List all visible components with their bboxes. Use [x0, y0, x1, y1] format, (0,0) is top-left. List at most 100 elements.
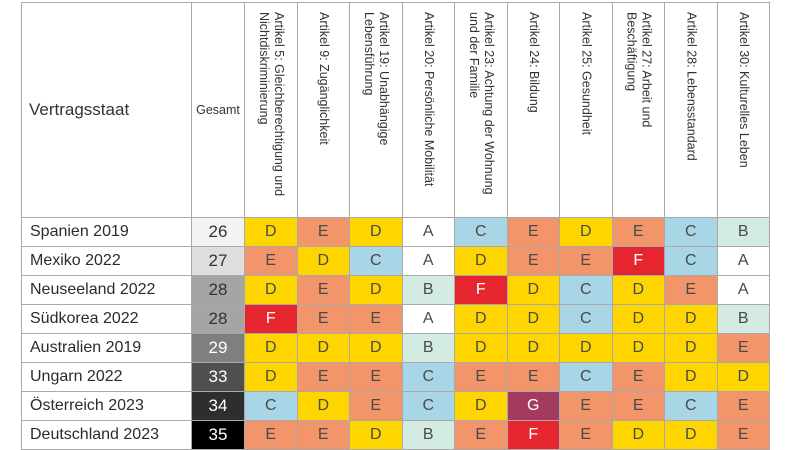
grade-cell: D — [454, 391, 508, 421]
total-score: 28 — [191, 275, 245, 305]
state-name: Ungarn 2022 — [21, 362, 192, 392]
article-header-label: Artikel 28: Lebensstandard — [684, 12, 699, 161]
grade-cell: A — [401, 246, 455, 276]
table-row: Spanien 2019 26 D E D A C E D E C B — [21, 217, 770, 247]
grade-cell: D — [349, 333, 403, 363]
grade-cell: D — [349, 217, 403, 247]
grade-cell: D — [244, 217, 298, 247]
article-header-label: Artikel 24: Bildung — [526, 12, 541, 113]
article-header-label: Artikel 9: Zugänglichkeit — [316, 12, 331, 145]
corner-label: Vertragsstaat — [21, 2, 192, 218]
grade-cell: B — [401, 333, 455, 363]
article-header: Artikel 9: Zugänglichkeit — [296, 2, 350, 218]
state-name: Spanien 2019 — [21, 217, 192, 247]
grade-cell: E — [296, 420, 350, 450]
grade-cell: E — [559, 420, 613, 450]
article-header-label: Artikel 25: Gesundheit — [579, 12, 594, 135]
grade-cell: D — [296, 246, 350, 276]
grade-cell: D — [559, 333, 613, 363]
grade-cell: E — [454, 420, 508, 450]
grade-cell: D — [296, 391, 350, 421]
state-name: Australien 2019 — [21, 333, 192, 363]
grade-cell: A — [401, 304, 455, 334]
grade-cell: E — [454, 362, 508, 392]
grade-cell: D — [506, 275, 560, 305]
grade-cell: E — [559, 391, 613, 421]
grade-cell: E — [611, 391, 665, 421]
grade-cell: E — [296, 217, 350, 247]
grade-cell: C — [401, 362, 455, 392]
article-header-label: Artikel 23: Achtung der Wohnung und der … — [466, 12, 496, 195]
grade-cell: B — [401, 420, 455, 450]
grade-cell: D — [349, 275, 403, 305]
table-row: Südkorea 2022 28 F E E A D D C D D B — [21, 304, 770, 334]
grade-cell: F — [244, 304, 298, 334]
grade-cell: C — [559, 304, 613, 334]
grade-cell: D — [716, 362, 770, 392]
article-header-label: Artikel 20: Persönliche Mobilität — [421, 12, 436, 187]
grade-cell: E — [664, 275, 718, 305]
total-score: 29 — [191, 333, 245, 363]
grade-cell: B — [401, 275, 455, 305]
article-header: Artikel 5: Gleichberechtigung und Nichtd… — [244, 2, 298, 218]
article-header: Artikel 30: Kulturelles Leben — [716, 2, 770, 218]
header-row: Vertragsstaat Gesamt Artikel 5: Gleichbe… — [21, 2, 770, 218]
grade-cell: D — [506, 333, 560, 363]
grade-cell: E — [559, 246, 613, 276]
grade-cell: C — [454, 217, 508, 247]
grade-cell: D — [611, 304, 665, 334]
grade-cell: D — [244, 362, 298, 392]
article-header-label: Artikel 19: Unabhängige Lebensführung — [361, 12, 391, 146]
table-row: Mexiko 2022 27 E D C A D E E F C A — [21, 246, 770, 276]
grade-cell: C — [559, 275, 613, 305]
table-row: Österreich 2023 34 C D E C D G E E C E — [21, 391, 770, 421]
grade-cell: D — [349, 420, 403, 450]
article-header: Artikel 25: Gesundheit — [559, 2, 613, 218]
grade-cell: D — [454, 304, 508, 334]
grade-cell: E — [296, 275, 350, 305]
grade-cell: C — [401, 391, 455, 421]
grade-cell: E — [244, 420, 298, 450]
grade-cell: C — [664, 217, 718, 247]
grade-cell: A — [716, 275, 770, 305]
article-header: Artikel 20: Persönliche Mobilität — [401, 2, 455, 218]
grade-cell: G — [506, 391, 560, 421]
total-score: 34 — [191, 391, 245, 421]
grade-cell: D — [611, 420, 665, 450]
grade-cell: E — [611, 217, 665, 247]
grade-cell: D — [559, 217, 613, 247]
grade-cell: F — [611, 246, 665, 276]
grade-cell: F — [454, 275, 508, 305]
article-header: Artikel 28: Lebensstandard — [664, 2, 718, 218]
grade-cell: D — [611, 333, 665, 363]
state-name: Österreich 2023 — [21, 391, 192, 421]
grade-cell: E — [349, 304, 403, 334]
article-header-label: Artikel 5: Gleichberechtigung und Nichtd… — [256, 12, 286, 197]
state-name: Deutschland 2023 — [21, 420, 192, 450]
article-header: Artikel 24: Bildung — [506, 2, 560, 218]
grade-cell: E — [716, 420, 770, 450]
grade-cell: A — [401, 217, 455, 247]
grade-cell: D — [244, 333, 298, 363]
total-score: 26 — [191, 217, 245, 247]
grade-cell: D — [296, 333, 350, 363]
article-header-label: Artikel 27: Arbeit und Beschäftigung — [624, 12, 654, 128]
total-score: 28 — [191, 304, 245, 334]
table-row: Neuseeland 2022 28 D E D B F D C D E A — [21, 275, 770, 305]
grade-cell: E — [716, 391, 770, 421]
grade-cell: E — [506, 362, 560, 392]
state-name: Mexiko 2022 — [21, 246, 192, 276]
state-name: Neuseeland 2022 — [21, 275, 192, 305]
article-header-label: Artikel 30: Kulturelles Leben — [736, 12, 751, 168]
table-row: Ungarn 2022 33 D E E C E E C E D D — [21, 362, 770, 392]
grade-cell: B — [716, 304, 770, 334]
grade-cell: D — [244, 275, 298, 305]
article-header: Artikel 23: Achtung der Wohnung und der … — [454, 2, 508, 218]
table-row: Deutschland 2023 35 E E D B E F E D D E — [21, 420, 770, 450]
grade-cell: E — [296, 362, 350, 392]
grade-cell: C — [664, 391, 718, 421]
article-header: Artikel 27: Arbeit und Beschäftigung — [611, 2, 665, 218]
total-score: 27 — [191, 246, 245, 276]
grade-cell: C — [664, 246, 718, 276]
table-body: Spanien 2019 26 D E D A C E D E C B Mexiko 2022 27 E D C… — [21, 217, 770, 450]
